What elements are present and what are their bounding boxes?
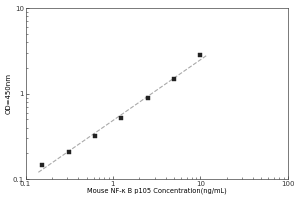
- X-axis label: Mouse NF-κ B p105 Concentration(ng/mL): Mouse NF-κ B p105 Concentration(ng/mL): [87, 188, 226, 194]
- Y-axis label: OD=450nm: OD=450nm: [6, 73, 12, 114]
